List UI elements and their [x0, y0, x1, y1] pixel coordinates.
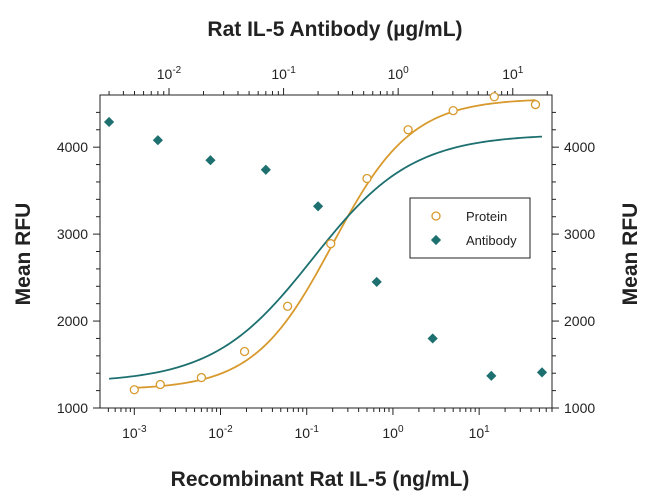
- data-point-protein: [326, 239, 336, 249]
- x-tick-exponent: -2: [224, 424, 233, 435]
- x-tick-label: 10-3: [122, 424, 147, 441]
- x-tick-base: 10: [469, 425, 485, 441]
- x-tick-label: 10-1: [294, 424, 319, 441]
- x-tick-exponent: -1: [310, 424, 319, 435]
- x2-tick-label: 10-2: [157, 65, 182, 82]
- x-tick-base: 10: [208, 425, 224, 441]
- x-tick-label: 100: [382, 424, 404, 441]
- x-tick-base: 10: [294, 425, 310, 441]
- x-tick-base: 10: [122, 425, 138, 441]
- data-point-protein: [448, 106, 458, 116]
- data-point-protein: [239, 346, 250, 357]
- data-point-protein: [489, 92, 499, 102]
- data-points: [103, 92, 548, 395]
- x-tick-exponent: -3: [138, 424, 147, 435]
- x2-tick-base: 10: [157, 66, 173, 82]
- x-tick-label: 101: [469, 424, 491, 441]
- legend-box: [409, 197, 531, 259]
- data-point-protein: [530, 99, 541, 110]
- y-tick-label: 4000: [57, 139, 88, 155]
- y-right-tick-label: 3000: [564, 226, 595, 242]
- x2-tick-exponent: 0: [403, 65, 409, 76]
- data-point-protein: [129, 385, 139, 395]
- y-right-tick-label: 1000: [564, 400, 595, 416]
- x-tick-label: 10-2: [208, 424, 233, 441]
- x2-tick-label: 100: [388, 65, 410, 82]
- data-point-antibody: [312, 201, 324, 212]
- legend: Protein Antibody: [409, 197, 531, 259]
- x-tick-exponent: 1: [484, 424, 490, 435]
- data-point-antibody: [427, 333, 438, 344]
- x2-tick-base: 10: [502, 66, 518, 82]
- x2-tick-label: 101: [502, 65, 524, 82]
- data-point-protein: [362, 173, 372, 184]
- data-point-protein: [403, 125, 413, 135]
- data-point-antibody: [371, 276, 382, 288]
- data-point-antibody: [486, 370, 497, 381]
- x-tick-base: 10: [382, 425, 398, 441]
- data-point-antibody: [260, 164, 271, 175]
- x-axis-label: Recombinant Rat IL-5 (ng/mL): [171, 468, 470, 491]
- x2-tick-exponent: -2: [172, 65, 181, 76]
- data-point-protein: [155, 379, 165, 390]
- x2-tick-label: 10-1: [271, 65, 296, 82]
- legend-marker-protein: [431, 211, 441, 221]
- y-tick-label: 1000: [57, 400, 88, 416]
- fit-curve-antibody: [108, 135, 543, 380]
- data-point-protein: [196, 372, 207, 383]
- x-tick-exponent: 0: [398, 424, 404, 435]
- y-axis-label-right: Mean RFU: [619, 203, 642, 306]
- data-point-antibody: [103, 116, 115, 128]
- chart-title: Rat IL-5 Antibody (µg/mL): [207, 18, 462, 41]
- data-point-antibody: [536, 367, 548, 378]
- data-point-protein: [282, 301, 293, 311]
- x2-tick-base: 10: [271, 66, 287, 82]
- y-tick-label: 3000: [57, 226, 88, 242]
- y-axis-label: Mean RFU: [12, 203, 35, 306]
- y-tick-label: 2000: [57, 313, 88, 329]
- y-right-tick-label: 4000: [564, 139, 595, 155]
- x2-tick-exponent: -1: [287, 65, 296, 76]
- y-right-tick-label: 2000: [564, 313, 595, 329]
- legend-label-protein: Protein: [466, 209, 507, 224]
- data-point-antibody: [205, 155, 216, 166]
- x2-tick-base: 10: [388, 66, 404, 82]
- x2-tick-exponent: 1: [518, 65, 524, 76]
- data-point-antibody: [152, 135, 163, 146]
- legend-label-antibody: Antibody: [466, 233, 517, 248]
